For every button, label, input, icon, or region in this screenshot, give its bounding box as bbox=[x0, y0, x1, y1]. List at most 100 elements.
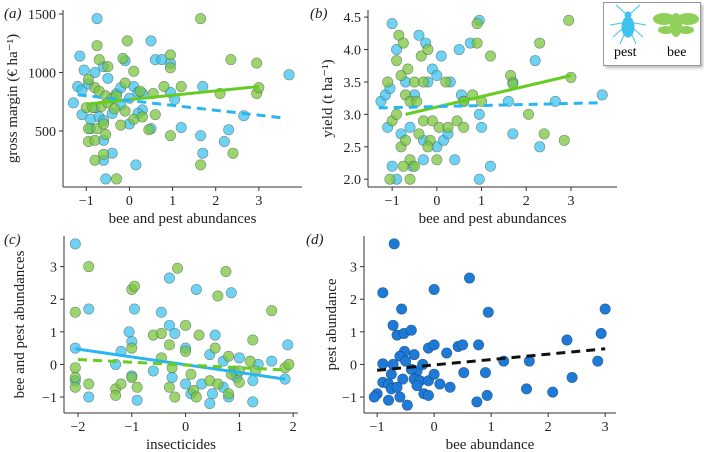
data-point-pest bbox=[476, 121, 488, 133]
data-point-pest bbox=[386, 18, 398, 30]
data-point-bee bbox=[98, 118, 110, 130]
data-point-bee bbox=[163, 339, 175, 351]
data-point-pest-vs-bee bbox=[385, 368, 397, 380]
data-point-bee bbox=[395, 69, 407, 81]
data-point-pest bbox=[83, 391, 95, 403]
x-tick-label: −1 bbox=[385, 194, 400, 209]
data-point-bee bbox=[251, 57, 263, 69]
data-point-bee bbox=[431, 154, 443, 166]
data-point-bee bbox=[164, 49, 176, 61]
x-tick-label: 0 bbox=[433, 194, 440, 209]
data-point-bee bbox=[458, 121, 470, 133]
data-point-bee bbox=[451, 115, 463, 127]
y-tick-label: 500 bbox=[35, 125, 56, 140]
data-point-bee bbox=[244, 355, 256, 367]
data-point-bee bbox=[440, 76, 452, 88]
data-point-pest bbox=[175, 121, 187, 133]
data-point-pest bbox=[190, 283, 202, 295]
data-point-bee bbox=[283, 358, 295, 370]
x-tick-label: 1 bbox=[478, 194, 485, 209]
data-point-bee bbox=[163, 381, 175, 393]
data-point-bee bbox=[115, 378, 127, 390]
data-point-bee bbox=[471, 37, 483, 49]
data-point-pest-vs-bee bbox=[434, 378, 446, 390]
data-point-pest-vs-bee bbox=[481, 389, 493, 401]
data-point-pest bbox=[166, 371, 178, 383]
panel-label: (d) bbox=[306, 232, 324, 248]
data-point-bee bbox=[126, 371, 138, 383]
data-point-bee bbox=[136, 111, 148, 123]
data-point-pest-vs-bee bbox=[368, 391, 380, 403]
data-point-pest bbox=[596, 89, 608, 101]
data-point-pest bbox=[233, 352, 245, 364]
data-point-bee bbox=[402, 63, 414, 75]
data-point-bee bbox=[158, 81, 170, 93]
data-point-pest-vs-bee bbox=[520, 383, 532, 395]
y-tick-label: 2 bbox=[50, 293, 57, 308]
data-point-pest-vs-bee bbox=[391, 381, 403, 393]
data-point-pest bbox=[283, 69, 295, 81]
y-tick-label: −1 bbox=[342, 391, 357, 406]
data-point-bee bbox=[563, 14, 575, 26]
data-point-pest-vs-bee bbox=[383, 394, 395, 406]
data-point-bee bbox=[484, 50, 496, 62]
data-point-pest bbox=[195, 130, 207, 142]
data-point-pest-vs-bee bbox=[377, 287, 389, 299]
data-point-pest bbox=[223, 124, 235, 136]
data-point-pest-vs-bee bbox=[428, 283, 440, 295]
data-point-pest-vs-bee bbox=[471, 396, 483, 408]
y-axis-label: yield (t ha⁻¹) bbox=[320, 59, 336, 137]
data-point-pest bbox=[282, 339, 294, 351]
data-point-bee bbox=[413, 128, 425, 140]
y-tick-label: 1 bbox=[50, 326, 57, 341]
data-point-bee bbox=[411, 95, 423, 107]
panel-b: −1 0 1 2 3 2.0 2.5 3.0 3.5 4.0 4.5 bee and pest abu… bbox=[310, 6, 617, 227]
data-point-bee bbox=[391, 108, 403, 120]
y-tick-label: 3.0 bbox=[344, 108, 362, 123]
data-point-pest-vs-bee bbox=[479, 367, 491, 379]
trend-line-pest bbox=[75, 347, 286, 381]
data-point-bee bbox=[391, 55, 403, 67]
y-tick-label: 1000 bbox=[28, 66, 56, 81]
data-point-pest bbox=[169, 327, 181, 339]
data-point-pest bbox=[78, 64, 90, 76]
panel-a: −1 0 1 2 3 500 1000 1500 bee and pest abundances… bbox=[4, 6, 302, 227]
x-axis-label: bee abundance bbox=[446, 437, 535, 452]
x-tick-label: 1 bbox=[236, 420, 243, 435]
data-point-bee bbox=[175, 81, 187, 93]
data-point-pest-vs-bee bbox=[592, 355, 604, 367]
data-point-bee bbox=[83, 261, 95, 273]
data-point-pest bbox=[91, 13, 103, 25]
data-point-pest-vs-bee bbox=[387, 319, 399, 331]
data-point-bee bbox=[209, 342, 221, 354]
data-point-bee bbox=[266, 305, 278, 317]
data-point-bee bbox=[400, 134, 412, 146]
y-axis-label: bee and pest abundances bbox=[12, 250, 28, 398]
data-point-bee bbox=[384, 173, 396, 185]
data-point-bee bbox=[69, 306, 81, 318]
data-point-bee bbox=[180, 319, 192, 331]
data-point-bee bbox=[98, 148, 110, 160]
data-point-bee bbox=[102, 61, 114, 73]
data-point-bee bbox=[119, 77, 131, 89]
data-point-bee bbox=[397, 160, 409, 172]
x-tick-label: 1 bbox=[169, 194, 176, 209]
data-point-pest bbox=[386, 160, 398, 172]
data-point-pest bbox=[218, 135, 230, 147]
pest-icon bbox=[609, 4, 647, 45]
data-point-pest bbox=[225, 287, 237, 299]
data-point-bee bbox=[538, 128, 550, 140]
data-point-pest bbox=[128, 303, 140, 315]
data-point-bee bbox=[172, 262, 184, 274]
data-point-pest-vs-bee bbox=[457, 339, 469, 351]
data-point-pest bbox=[130, 159, 142, 171]
x-axis-label: insecticides bbox=[146, 437, 216, 452]
data-point-pest-vs-bee bbox=[405, 324, 417, 336]
data-point-bee bbox=[82, 73, 94, 85]
data-point-bee bbox=[225, 54, 237, 66]
data-point-pest bbox=[549, 95, 561, 107]
x-tick-label: 3 bbox=[255, 194, 262, 209]
data-point-pest-vs-bee bbox=[428, 339, 440, 351]
data-point-pest bbox=[449, 154, 461, 166]
